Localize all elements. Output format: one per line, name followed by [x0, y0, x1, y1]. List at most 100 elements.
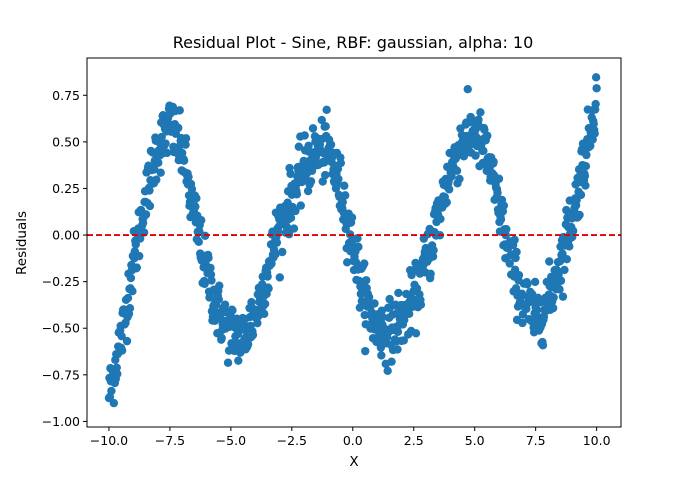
scatter-point [589, 119, 598, 128]
scatter-point [364, 292, 374, 302]
scatter-point [123, 293, 133, 303]
scatter-point [518, 318, 527, 328]
scatter-point [135, 251, 144, 261]
scatter-point [156, 168, 165, 177]
scatter-point [296, 201, 305, 210]
y-tick-label: −1.00 [42, 414, 80, 429]
scatter-point [548, 303, 558, 313]
scatter-point [357, 296, 367, 306]
scatter-point [341, 191, 350, 200]
scatter-point [463, 84, 472, 94]
scatter-point [204, 253, 213, 263]
scatter-point [191, 202, 200, 211]
scatter-point [220, 300, 230, 309]
scatter-point [510, 235, 519, 245]
scatter-point [175, 106, 184, 115]
scatter-point [404, 309, 414, 319]
x-tick-label: −5.0 [216, 433, 246, 448]
scatter-point [545, 257, 554, 266]
scatter-point [394, 288, 403, 298]
scatter-point [125, 303, 135, 313]
scatter-point [228, 306, 237, 315]
scatter-point [117, 331, 126, 341]
scatter-point [272, 238, 282, 247]
scatter-point [197, 216, 206, 225]
scatter-point [162, 148, 172, 158]
scatter-point [248, 330, 258, 340]
scatter-point [206, 263, 215, 273]
scatter-point [429, 246, 438, 255]
scatter-point [247, 298, 256, 307]
scatter-point [317, 115, 326, 125]
scatter-point [303, 186, 313, 196]
scatter-point [538, 341, 548, 350]
scatter-point [576, 190, 586, 200]
scatter-point [581, 161, 591, 171]
scatter-point [580, 171, 590, 181]
scatter-point [355, 303, 365, 312]
scatter-point [187, 184, 197, 194]
scatter-point [362, 276, 371, 285]
scatter-point [393, 327, 403, 337]
scatter-point [300, 131, 309, 140]
scatter-point [565, 242, 574, 251]
scatter-point [370, 299, 379, 308]
scatter-point [275, 273, 284, 282]
scatter-point [184, 172, 193, 182]
y-tick-label: 0.25 [52, 181, 80, 196]
scatter-point [112, 363, 121, 372]
scatter-point [514, 270, 524, 280]
scatter-point [377, 351, 386, 360]
scatter-point [306, 177, 316, 186]
scatter-point [308, 124, 318, 133]
scatter-point [113, 369, 122, 379]
scatter-point [122, 336, 132, 346]
scatter-point [505, 259, 514, 268]
x-tick-label: −2.5 [277, 433, 307, 448]
x-tick-label: 10.0 [583, 433, 611, 448]
scatter-point [338, 197, 347, 207]
x-tick-label: −7.5 [155, 433, 185, 448]
scatter-point [223, 358, 233, 367]
scatter-point [483, 131, 492, 140]
plot-area [86, 57, 622, 428]
scatter-point [334, 174, 343, 184]
scatter-point [174, 123, 183, 133]
scatter-point [128, 287, 137, 296]
y-tick-label: 0.50 [52, 134, 80, 149]
scatter-point [234, 356, 243, 365]
scatter-point [192, 194, 201, 203]
scatter-point [264, 284, 273, 293]
scatter-point [152, 175, 161, 184]
scatter-point [399, 336, 408, 345]
scatter-point [294, 142, 304, 151]
scatter-point [591, 99, 600, 109]
scatter-point [416, 300, 426, 309]
scatter-point [243, 340, 253, 349]
scatter-point [322, 105, 331, 115]
scatter-point [436, 214, 445, 224]
scatter-point [253, 318, 262, 328]
scatter-point [132, 263, 141, 272]
y-tick-label: 0.75 [52, 88, 80, 103]
scatter-point [321, 170, 330, 180]
scatter-point [361, 346, 370, 356]
scatter-point [181, 140, 190, 149]
scatter-point [291, 206, 300, 216]
scatter-point [286, 169, 295, 179]
scatter-point [354, 242, 363, 252]
x-tick-label: 2.5 [404, 433, 424, 448]
scatter-point [347, 213, 357, 222]
scatter-point [582, 150, 591, 160]
scatter-point [217, 333, 226, 343]
y-tick-label: −0.50 [42, 321, 80, 336]
scatter-point [321, 122, 330, 131]
scatter-point [207, 276, 216, 285]
scatter-point [493, 188, 502, 198]
scatter-point [393, 345, 402, 354]
scatter-point [496, 215, 506, 224]
scatter-point [474, 115, 483, 124]
scatter-point [318, 177, 327, 186]
scatter-point [109, 398, 119, 408]
